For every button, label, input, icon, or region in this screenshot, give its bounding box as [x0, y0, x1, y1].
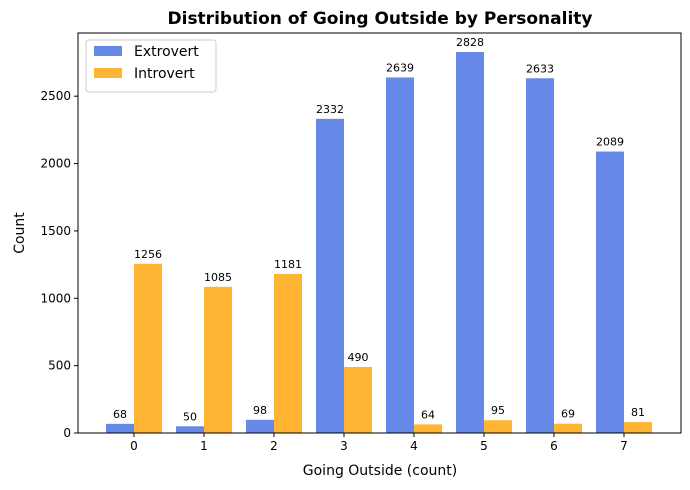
bar-introvert-7	[624, 422, 652, 433]
plot-frame	[77, 32, 682, 434]
legend: Extrovert Introvert	[85, 39, 217, 93]
data-label-extrovert-5: 2828	[456, 36, 484, 49]
x-tick-label-0: 0	[130, 439, 138, 453]
legend-swatch-introvert	[94, 68, 122, 78]
bar-introvert-3	[344, 366, 372, 433]
data-label-extrovert-0: 68	[113, 408, 127, 421]
x-axis: 0 1 2 3 4 5 6 7	[130, 433, 628, 453]
bar-introvert-1	[204, 286, 232, 433]
x-tick-label-1: 1	[200, 439, 208, 453]
y-tick-label-1500: 1500	[40, 224, 71, 238]
bar-introvert-2	[274, 273, 302, 433]
legend-swatch-extrovert	[94, 46, 122, 56]
bar-extrovert-4	[386, 77, 414, 433]
data-label-extrovert-2: 98	[253, 404, 267, 417]
x-tick-label-7: 7	[620, 439, 628, 453]
data-label-introvert-6: 69	[561, 408, 575, 421]
bars-group	[106, 51, 652, 434]
data-label-introvert-5: 95	[491, 404, 505, 417]
y-tick-label-2000: 2000	[40, 157, 71, 171]
bar-extrovert-0	[106, 423, 134, 433]
data-label-extrovert-7: 2089	[596, 136, 624, 149]
data-labels-group: 68 50 98 2332 2639 2828 2633 2089 1256 1085 1181 49…	[113, 36, 645, 423]
data-label-introvert-1: 1085	[204, 271, 232, 284]
x-tick-label-2: 2	[270, 439, 278, 453]
bar-extrovert-5	[456, 51, 484, 433]
y-axis-label: Count	[12, 212, 28, 254]
legend-label-extrovert: Extrovert	[134, 44, 199, 60]
y-tick-label-2500: 2500	[40, 89, 71, 103]
bar-extrovert-7	[596, 151, 624, 433]
x-tick-label-4: 4	[410, 439, 418, 453]
y-tick-label-0: 0	[63, 426, 71, 440]
bar-extrovert-6	[526, 78, 554, 434]
y-tick-label-1000: 1000	[40, 291, 71, 305]
data-label-introvert-4: 64	[421, 408, 435, 421]
x-axis-label: Going Outside (count)	[303, 463, 457, 479]
bar-introvert-6	[554, 423, 582, 433]
bar-introvert-4	[414, 424, 442, 433]
x-tick-label-5: 5	[480, 439, 488, 453]
y-axis: 0 500 1000 1500 2000 2500	[40, 89, 78, 440]
data-label-introvert-7: 81	[631, 406, 645, 419]
data-label-extrovert-1: 50	[183, 410, 197, 423]
chart-title: Distribution of Going Outside by Persona…	[168, 9, 593, 29]
bar-introvert-0	[134, 263, 162, 433]
data-label-introvert-3: 490	[348, 351, 369, 364]
bar-extrovert-1	[176, 426, 204, 433]
data-label-introvert-0: 1256	[134, 248, 162, 261]
bar-introvert-5	[484, 420, 512, 433]
x-tick-label-6: 6	[550, 439, 558, 453]
data-label-introvert-2: 1181	[274, 258, 302, 271]
legend-label-introvert: Introvert	[134, 66, 195, 82]
data-label-extrovert-4: 2639	[386, 61, 414, 74]
data-label-extrovert-6: 2633	[526, 62, 554, 75]
bar-extrovert-2	[246, 419, 274, 433]
y-tick-label-500: 500	[48, 359, 71, 373]
bar-extrovert-3	[316, 118, 344, 434]
data-label-extrovert-3: 2332	[316, 103, 344, 116]
x-tick-label-3: 3	[340, 439, 348, 453]
